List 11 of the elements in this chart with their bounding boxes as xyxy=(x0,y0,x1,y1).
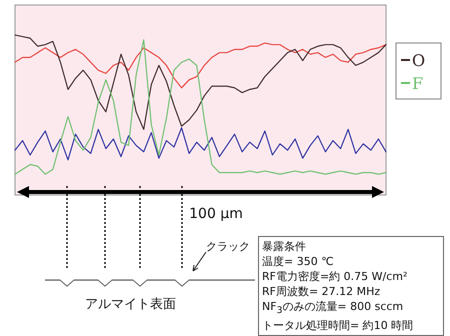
text: クラック xyxy=(206,240,250,253)
text: 暴露条件 xyxy=(262,239,307,254)
text: NF$_{3}$のみの流量= 800 sccm xyxy=(262,299,404,318)
text: 100 μm xyxy=(189,206,243,222)
text: RF電力密度=約 0.75 W/cm² xyxy=(262,269,408,284)
legend-label: F xyxy=(412,74,424,93)
text: RF周波数= 27.12 MHz xyxy=(262,284,382,299)
legend-label: O xyxy=(412,51,426,70)
text: トータル処理時間= 約10 時間 xyxy=(262,318,414,334)
text: アルマイト表面 xyxy=(85,297,176,312)
text: 温度= 350 ℃ xyxy=(262,254,335,269)
